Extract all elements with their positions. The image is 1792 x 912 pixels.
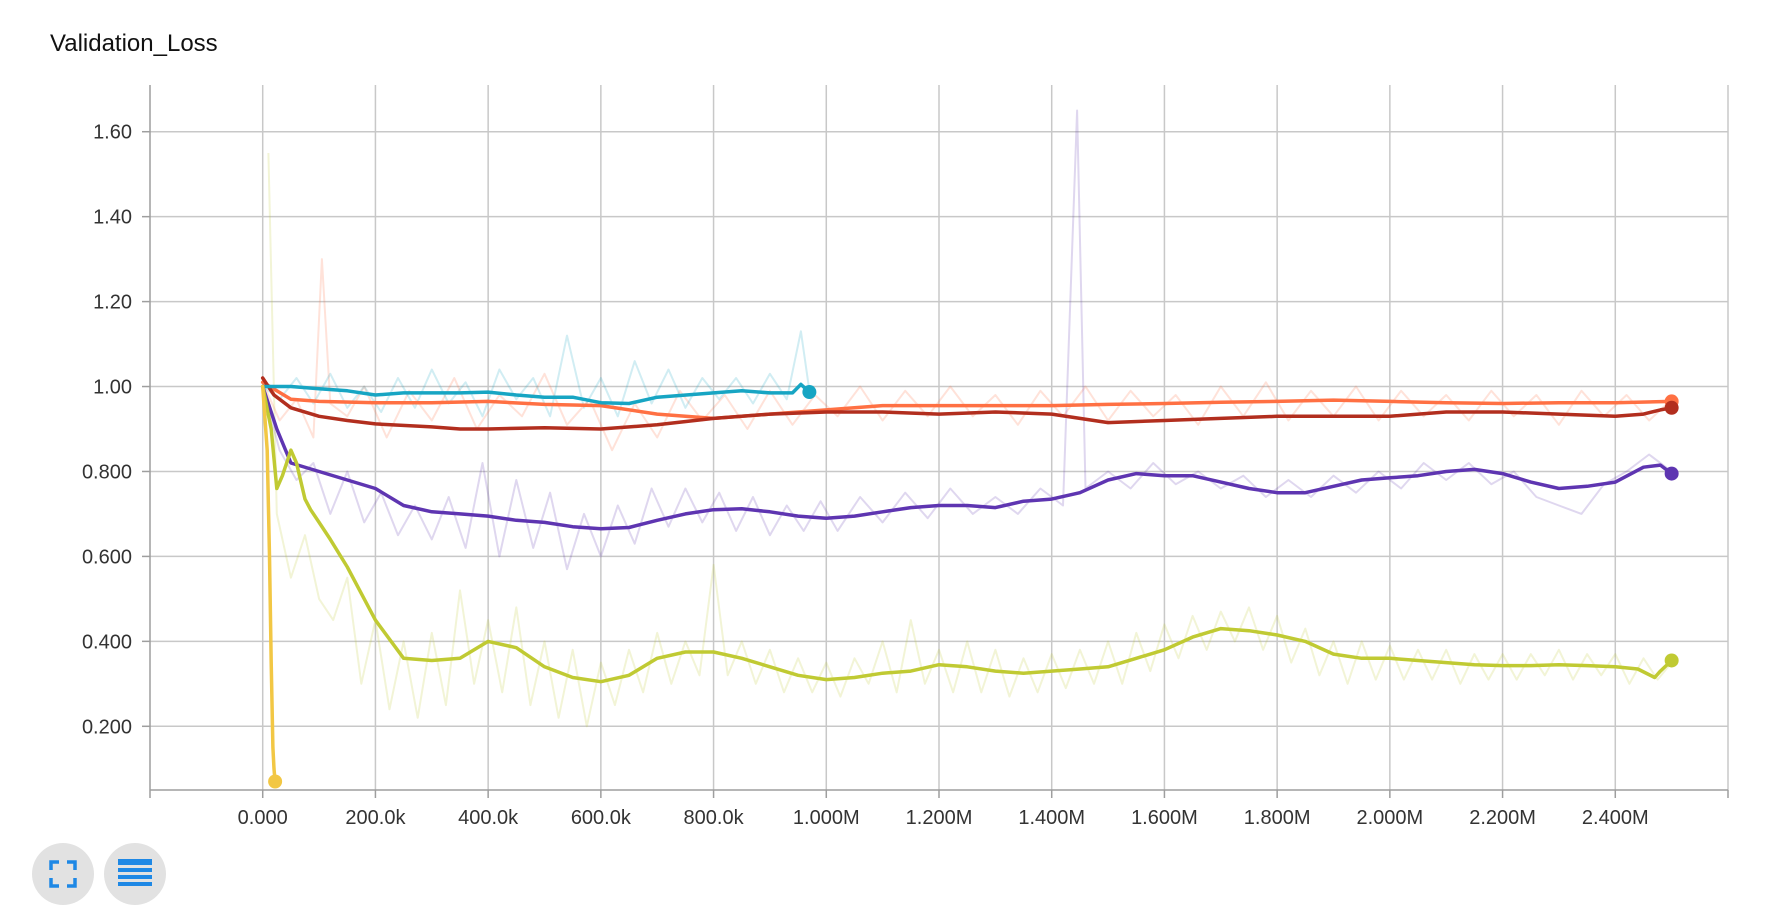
x-tick-label: 1.400M: [1018, 807, 1085, 829]
raw-series-line-0: [261, 258, 1673, 452]
raw-series-line-3: [261, 109, 1673, 571]
smoothed-series-line-1: [260, 376, 1674, 431]
x-tick-label: 1.000M: [793, 807, 860, 829]
y-tick-label: 1.20: [93, 292, 132, 314]
y-tick-label: 1.40: [93, 207, 132, 229]
grid-lines: [150, 85, 1729, 790]
y-tick-label: 0.200: [82, 716, 132, 738]
y-tick-label: 0.800: [82, 461, 132, 483]
series-end-dot-3: [1664, 466, 1679, 481]
x-tick-label: 2.400M: [1582, 807, 1649, 829]
x-tick-label: 200.0k: [345, 807, 406, 829]
x-tick-label: 1.800M: [1244, 807, 1311, 829]
x-tick-label: 600.0k: [571, 807, 632, 829]
raw-series-line-4: [267, 152, 1673, 728]
x-tick-label: 1.200M: [906, 807, 973, 829]
series-end-dot-5: [268, 774, 283, 789]
smoothed-series-line-4: [260, 384, 1674, 684]
x-tick-label: 0.000: [238, 807, 288, 829]
y-tick-label: 0.600: [82, 546, 132, 568]
y-tick-label: 1.60: [93, 122, 132, 144]
series-end-dot-4: [1664, 653, 1679, 668]
data-table-button[interactable]: [104, 843, 166, 905]
x-tick-label: 2.200M: [1469, 807, 1536, 829]
smoothed-series-line-0: [260, 380, 1674, 421]
smoothed-series-line-3: [260, 384, 1674, 531]
raw-series-lines: [261, 109, 1673, 728]
series-end-markers: [268, 385, 1679, 789]
x-tick-label: 400.0k: [458, 807, 519, 829]
x-tick-label: 2.000M: [1356, 807, 1423, 829]
data-table-icon: [118, 859, 152, 886]
fullscreen-icon: [49, 860, 77, 888]
x-tick-label: 1.600M: [1131, 807, 1198, 829]
chart-title: Validation_Loss: [50, 30, 218, 57]
x-tick-label: 800.0k: [684, 807, 745, 829]
axes: 0.200 0.400 0.600 0.800 1.00 1.20 1.40 1.60 0.00…: [82, 85, 1729, 829]
fullscreen-button[interactable]: [32, 843, 94, 905]
smoothed-series-line-2: [260, 382, 812, 406]
smoothed-series-lines: [260, 376, 1674, 784]
series-end-dot-2: [802, 385, 817, 400]
series-end-dot-1: [1664, 400, 1679, 415]
y-tick-label: 0.400: [82, 631, 132, 653]
smoothed-series-line-5: [260, 384, 277, 784]
y-tick-label: 1.00: [93, 377, 132, 399]
